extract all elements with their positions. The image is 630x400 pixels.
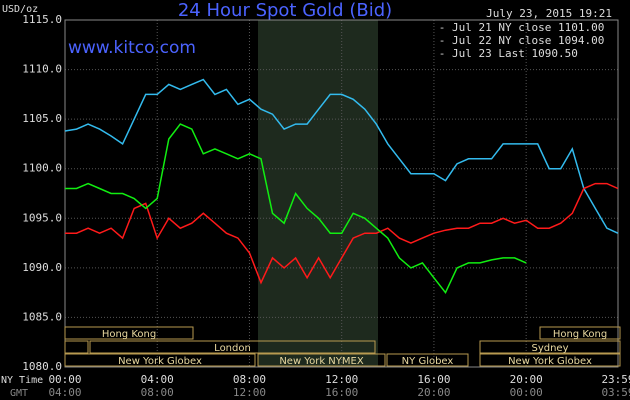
y-tick-label: 1105.0 <box>22 112 62 125</box>
session-box <box>64 326 194 340</box>
session-label: New York Globex <box>508 356 592 367</box>
x2-tick-label: 12:00 <box>233 386 266 399</box>
session-label: NY Globex <box>402 356 454 367</box>
session-box <box>479 340 621 354</box>
chart-title: 24 Hour Spot Gold (Bid) <box>178 0 392 21</box>
x-tick-label: 12:00 <box>325 373 358 386</box>
legend-marker: - <box>439 21 446 34</box>
session-box <box>64 353 256 367</box>
plot-border <box>64 19 619 368</box>
x2-tick-label: 16:00 <box>325 386 358 399</box>
session-box <box>89 340 376 354</box>
timestamp: July 23, 2015 19:21 <box>486 7 612 20</box>
x-tick-label: 08:00 <box>233 373 266 386</box>
session-label: Hong Kong <box>102 329 156 340</box>
x-tick-label: 04:00 <box>141 373 174 386</box>
x2-tick-label: 03:59 <box>601 386 630 399</box>
session-label: London <box>214 343 251 354</box>
x2-tick-label: 08:00 <box>141 386 174 399</box>
y-axis-label: USD/oz <box>2 4 38 15</box>
x2-tick-label: 20:00 <box>417 386 450 399</box>
y-tick-label: 1100.0 <box>22 162 62 175</box>
x-tick-label: 16:00 <box>417 373 450 386</box>
y-tick-label: 1090.0 <box>22 261 62 274</box>
session-box <box>257 353 386 367</box>
x-tick-label: 23:59 <box>601 373 630 386</box>
x2-axis-label: GMT <box>10 388 28 399</box>
series-line <box>64 78 619 234</box>
series-line <box>65 123 527 295</box>
session-label: Sydney <box>531 343 568 354</box>
legend-label: Jul 22 NY close 1094.00 <box>452 34 604 47</box>
x2-tick-label: 04:00 <box>48 386 81 399</box>
legend-label: Jul 21 NY close 1101.00 <box>452 21 604 34</box>
session-label: Hong Kong <box>553 329 607 340</box>
nymex-shade <box>258 20 378 367</box>
y-tick-label: 1080.0 <box>22 360 62 373</box>
legend-marker: - <box>439 47 446 60</box>
session-box <box>539 326 621 340</box>
website: www.kitco.com <box>68 38 196 58</box>
y-tick-label: 1115.0 <box>22 13 62 26</box>
session-box <box>386 353 469 367</box>
x-tick-label: 20:00 <box>510 373 543 386</box>
y-tick-label: 1095.0 <box>22 211 62 224</box>
session-box <box>479 353 621 367</box>
session-label: New York NYMEX <box>279 356 364 367</box>
legend-marker: - <box>439 34 446 47</box>
session-label: New York Globex <box>118 356 202 367</box>
x-axis-label: NY Time <box>1 375 43 386</box>
session-box <box>64 340 89 354</box>
x2-tick-label: 00:00 <box>510 386 543 399</box>
legend-label: Jul 23 Last 1090.50 <box>452 47 578 60</box>
series-line <box>65 182 619 285</box>
y-tick-label: 1110.0 <box>22 63 62 76</box>
x-tick-label: 00:00 <box>48 373 81 386</box>
y-tick-label: 1085.0 <box>22 310 62 323</box>
